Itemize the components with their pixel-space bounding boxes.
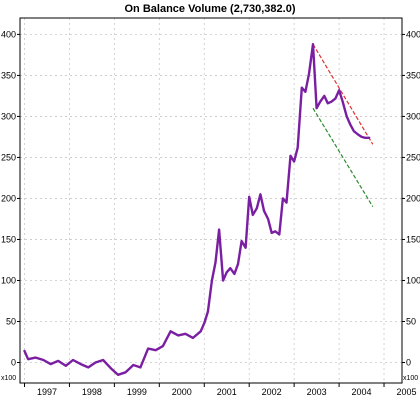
y-tick-label-right: 150	[406, 234, 420, 244]
x-tick-label: 2001	[217, 387, 237, 397]
y-tick-label-left: 150	[1, 234, 16, 244]
y-tick-label-left: 100	[1, 275, 16, 285]
obv-series-line	[23, 43, 371, 376]
y-tick-label-left: 400	[1, 29, 16, 39]
x-tick-label: 1999	[127, 387, 147, 397]
y-tick-label-left: 50	[6, 316, 16, 326]
y-tick-label-left: 0	[11, 357, 16, 367]
left-axis-unit-label: x100	[1, 375, 16, 382]
right-axis-unit-label: x100	[403, 375, 418, 382]
y-tick-label-right: 300	[406, 111, 420, 121]
upper-trendline	[312, 43, 374, 145]
x-tick-label: 2000	[172, 387, 192, 397]
y-tick-label-right: 200	[406, 193, 420, 203]
y-tick-label-right: 250	[406, 152, 420, 162]
y-tick-label-left: 250	[1, 152, 16, 162]
x-tick-label: 2003	[307, 387, 327, 397]
x-tick-label: 1998	[82, 387, 102, 397]
y-tick-label-right: 50	[406, 316, 416, 326]
series-layer	[23, 43, 374, 376]
y-tick-label-left: 300	[1, 111, 16, 121]
x-tick-label: 2004	[352, 387, 372, 397]
y-tick-label-right: 0	[406, 357, 411, 367]
plot-frame	[19, 17, 403, 384]
axis-layer: 0 0 50 50 100 100 150 150 200 200 250 250 300 300 350 3…	[1, 29, 420, 397]
y-tick-label-left: 200	[1, 193, 16, 203]
y-tick-label-left: 350	[1, 70, 16, 80]
lower-trendline	[312, 107, 374, 207]
y-tick-label-right: 400	[406, 29, 420, 39]
chart-title: On Balance Volume (2,730,382.0)	[125, 3, 296, 15]
y-tick-label-right: 100	[406, 275, 420, 285]
x-tick-label: 2005	[396, 387, 416, 397]
x-tick-label: 1997	[37, 387, 57, 397]
y-tick-label-right: 350	[406, 70, 420, 80]
x-tick-label: 2002	[262, 387, 282, 397]
